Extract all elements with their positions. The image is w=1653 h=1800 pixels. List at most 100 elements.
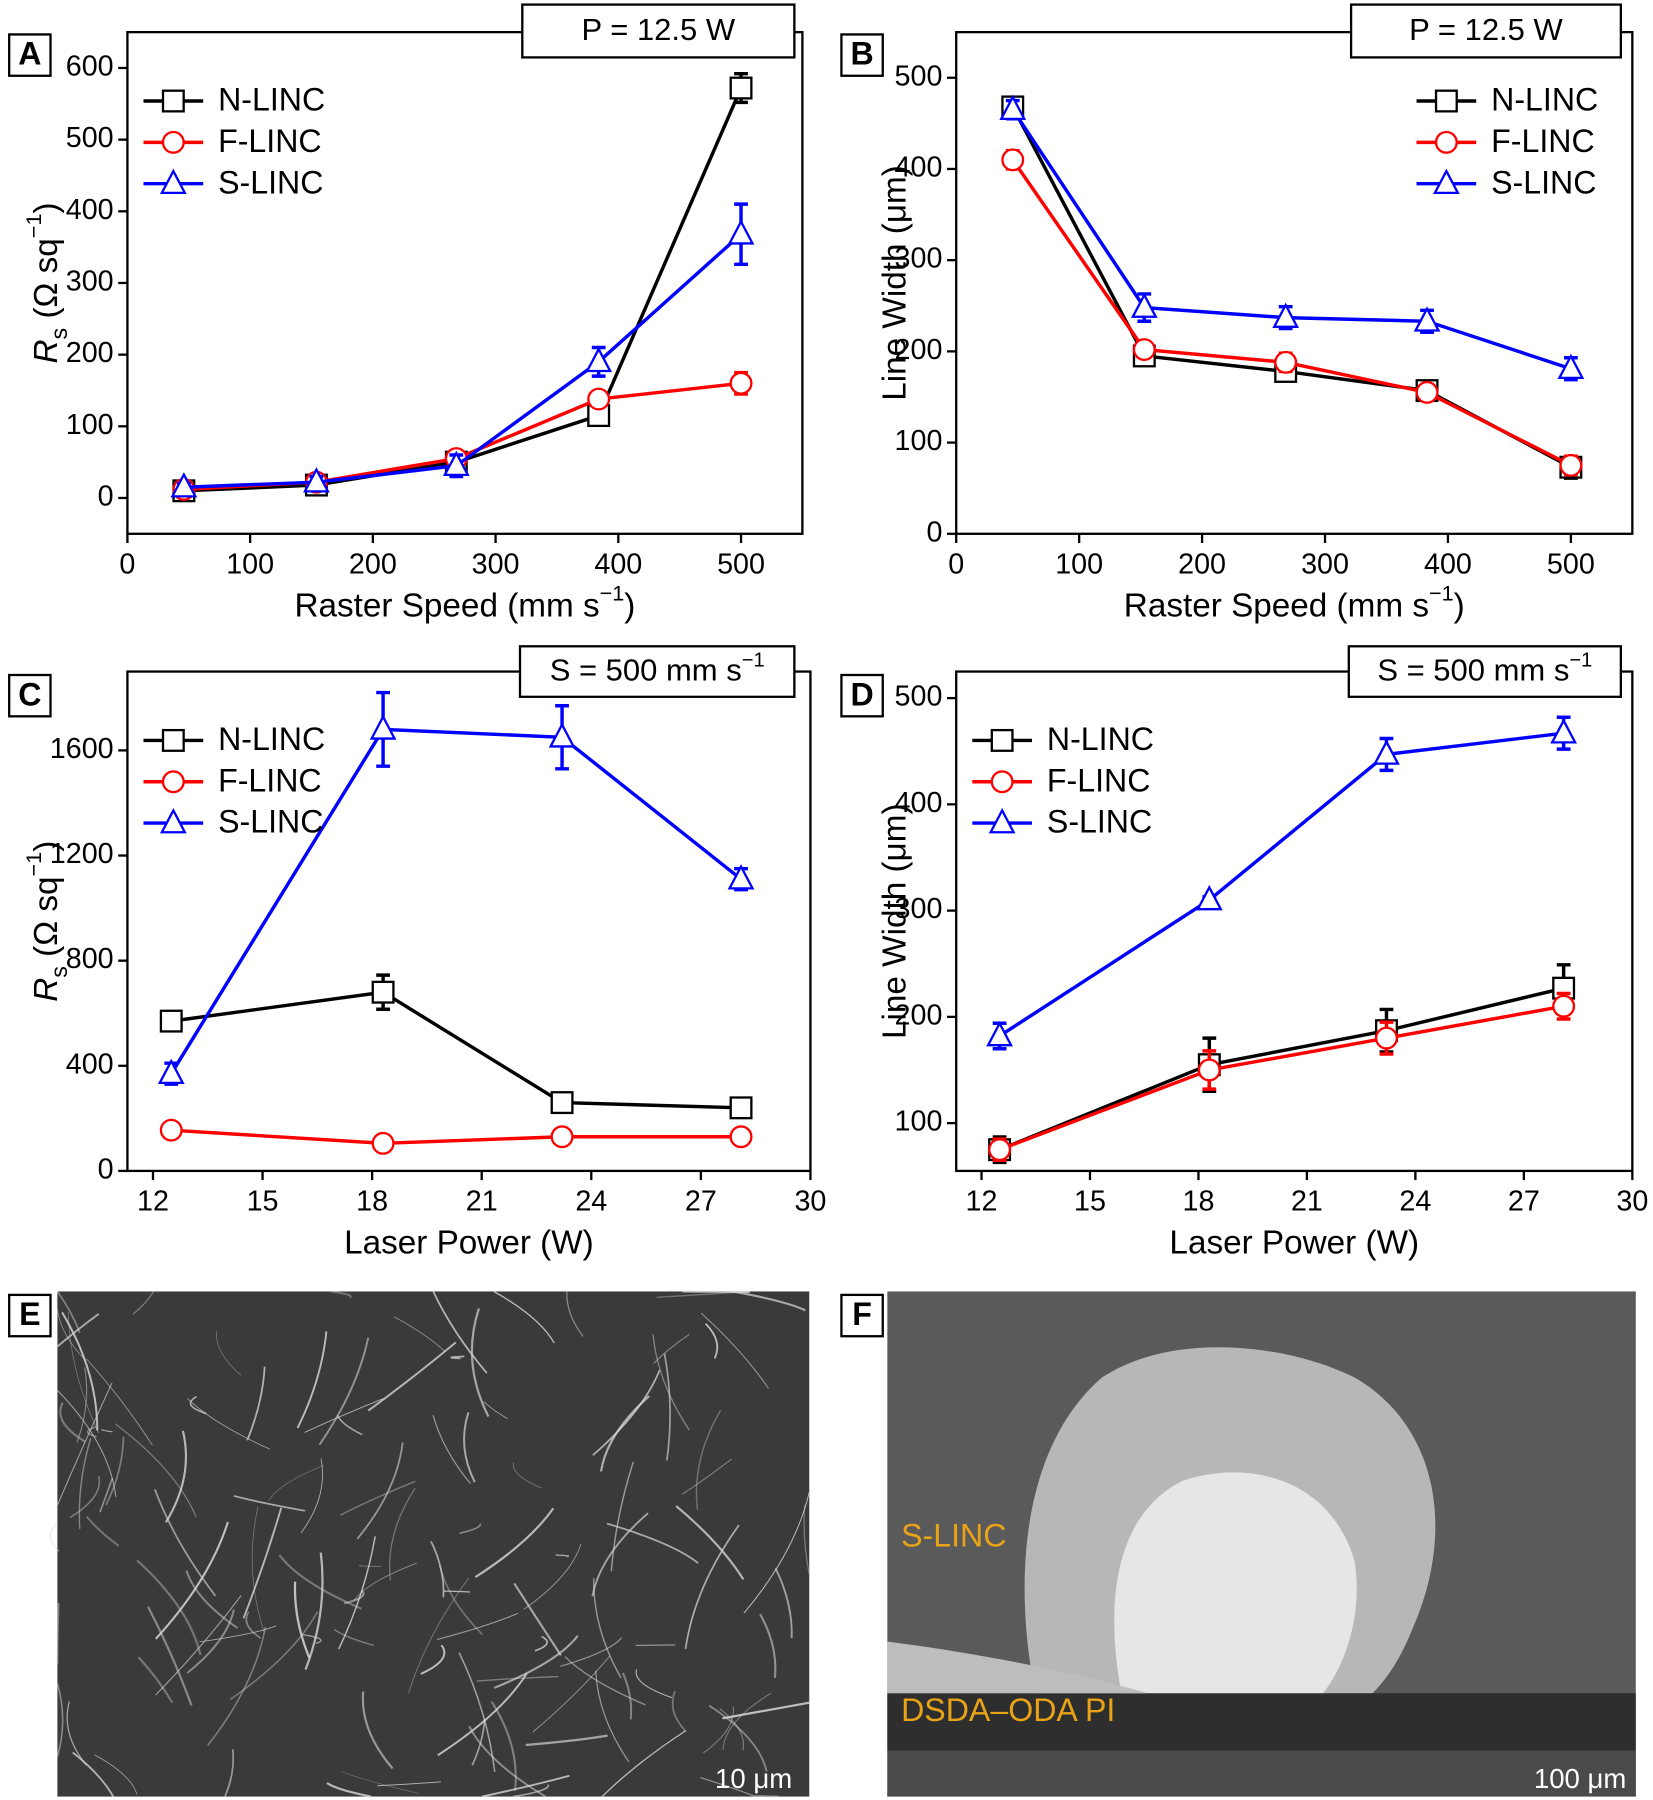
label-sup: −1 bbox=[742, 650, 765, 672]
legend-label: F-LINC bbox=[1491, 123, 1595, 159]
marker-circle bbox=[371, 1131, 395, 1155]
fiber bbox=[224, 1749, 235, 1797]
fiber bbox=[663, 1353, 671, 1461]
fiber bbox=[353, 1562, 417, 1601]
fiber bbox=[470, 1308, 490, 1417]
marker-square bbox=[161, 728, 185, 752]
fiber bbox=[333, 1628, 375, 1647]
fiber bbox=[343, 1589, 365, 1605]
label-part: ) bbox=[28, 202, 65, 213]
x-axis-title: Raster Speed (mm s−1) bbox=[1124, 580, 1465, 624]
fiber bbox=[653, 1333, 690, 1364]
fiber bbox=[340, 1771, 419, 1794]
series-line bbox=[171, 1128, 742, 1146]
x-tick-label: 27 bbox=[1508, 1186, 1540, 1218]
fiber bbox=[61, 1311, 99, 1431]
x-tick-label: 21 bbox=[1291, 1186, 1323, 1218]
marker-circle bbox=[1559, 453, 1583, 477]
marker-triangle bbox=[1550, 718, 1578, 744]
x-tick-label: 100 bbox=[1055, 549, 1103, 581]
legend-label: N-LINC bbox=[1491, 82, 1598, 118]
x-tick-label: 200 bbox=[349, 549, 397, 581]
fiber bbox=[304, 1552, 324, 1670]
series-line bbox=[998, 986, 1565, 1152]
marker-triangle bbox=[159, 807, 187, 834]
fiber bbox=[471, 1718, 486, 1766]
y-tick-label: 200 bbox=[895, 334, 943, 366]
fiber bbox=[359, 1564, 382, 1568]
fiber bbox=[187, 1398, 270, 1450]
series-line bbox=[1011, 158, 1572, 467]
y-tick-label: 100 bbox=[895, 425, 943, 457]
fiber-texture bbox=[49, 1290, 810, 1798]
legend-label: N-LINC bbox=[218, 82, 325, 118]
scale-bar-label: 10 μm bbox=[715, 1763, 792, 1794]
label-sub: s bbox=[46, 966, 72, 978]
x-tick-label: 12 bbox=[137, 1186, 169, 1218]
fiber bbox=[361, 1691, 394, 1770]
fiber bbox=[393, 1316, 446, 1353]
fiber bbox=[304, 1397, 385, 1433]
label-part: Raster Speed (mm s bbox=[1124, 587, 1429, 624]
legend-label: S-LINC bbox=[1047, 804, 1152, 840]
x-tick-label: 0 bbox=[948, 549, 964, 581]
x-tick-label: 30 bbox=[794, 1186, 826, 1218]
plot-frame bbox=[955, 30, 1634, 535]
marker-circle bbox=[550, 1125, 574, 1149]
marker-circle bbox=[1434, 130, 1458, 154]
legend-label: F-LINC bbox=[1047, 762, 1151, 798]
x-tick-label: 15 bbox=[247, 1186, 279, 1218]
fiber bbox=[105, 1436, 125, 1506]
x-tick-label: 24 bbox=[575, 1186, 607, 1218]
fiber bbox=[101, 1429, 113, 1433]
marker-circle bbox=[729, 1125, 753, 1149]
marker-circle bbox=[1552, 994, 1576, 1018]
fiber bbox=[114, 1423, 197, 1518]
fiber bbox=[621, 1672, 633, 1720]
label-part: P = 12.5 W bbox=[1409, 12, 1563, 47]
fiber bbox=[755, 1794, 779, 1798]
fiber bbox=[99, 1477, 114, 1513]
annotation-box bbox=[518, 645, 796, 698]
legend-label: S-LINC bbox=[1491, 164, 1596, 200]
fiber bbox=[137, 1656, 174, 1704]
y-tick-label: 500 bbox=[895, 681, 943, 713]
marker-circle bbox=[587, 387, 611, 411]
y-tick-label: 300 bbox=[895, 243, 943, 275]
fiber bbox=[682, 1458, 732, 1495]
label-sup: −1 bbox=[1569, 650, 1592, 672]
fiber bbox=[458, 1652, 496, 1772]
label-part: (Ω sq bbox=[28, 876, 65, 966]
fiber bbox=[251, 1506, 265, 1633]
y-tick-label: 400 bbox=[66, 194, 114, 226]
marker-triangle bbox=[727, 864, 755, 890]
marker-circle bbox=[1132, 338, 1156, 362]
y-tick-label: 400 bbox=[895, 152, 943, 184]
image-label: S-LINC bbox=[901, 1518, 1006, 1554]
label-part: P = 12.5 W bbox=[582, 12, 736, 47]
fiber bbox=[743, 1492, 810, 1614]
y-tick-label: 0 bbox=[926, 516, 942, 548]
fiber bbox=[56, 1291, 86, 1361]
fiber bbox=[326, 1782, 372, 1798]
fiber bbox=[700, 1312, 769, 1389]
marker-circle bbox=[1197, 1058, 1221, 1082]
y-axis-title: Line Width (μm) bbox=[876, 803, 913, 1039]
fiber bbox=[635, 1669, 673, 1699]
fiber bbox=[78, 1438, 92, 1529]
fiber bbox=[437, 1672, 528, 1757]
s-linc-core bbox=[1114, 1472, 1357, 1717]
fiber bbox=[56, 1382, 113, 1506]
series-line bbox=[171, 990, 742, 1110]
fiber bbox=[154, 1488, 217, 1597]
fiber bbox=[700, 1776, 756, 1798]
marker-square bbox=[1434, 89, 1458, 113]
fiber bbox=[356, 1442, 404, 1540]
fiber bbox=[407, 1577, 470, 1694]
x-tick-label: 21 bbox=[466, 1186, 498, 1218]
label-part: Raster Speed (mm s bbox=[294, 587, 599, 624]
fiber bbox=[246, 1366, 266, 1441]
legend-label: F-LINC bbox=[218, 123, 322, 159]
x-tick-label: 200 bbox=[1178, 549, 1226, 581]
